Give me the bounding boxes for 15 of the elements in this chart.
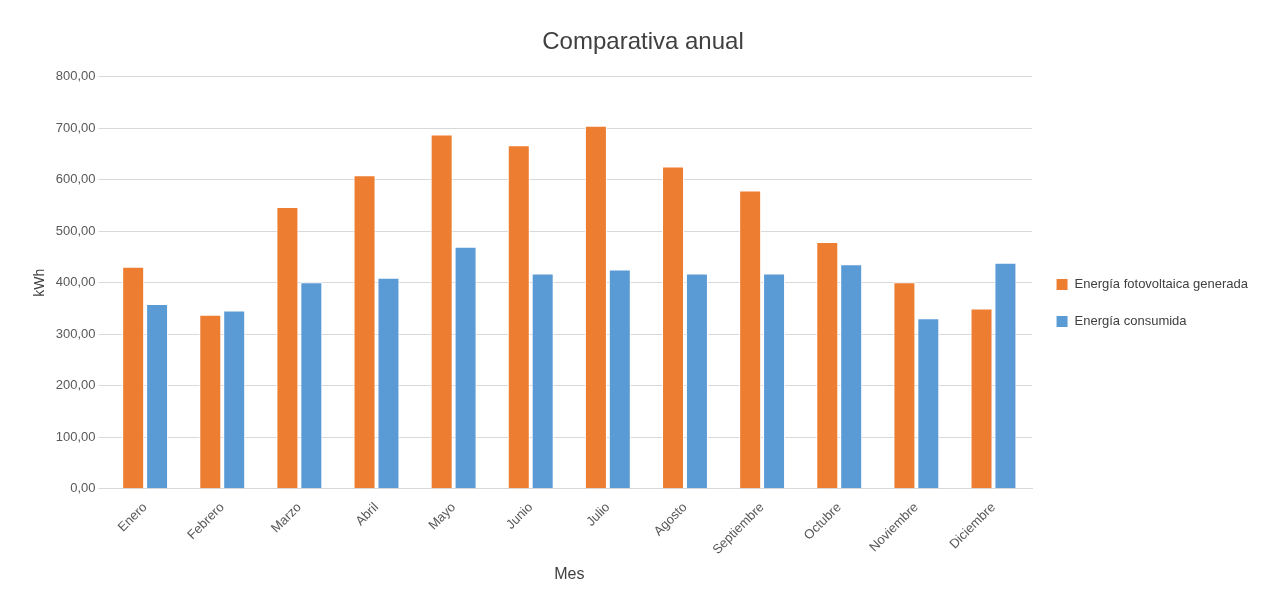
y-tick-label: 800,00 [55,68,96,84]
y-axis-title: kWh [31,268,48,297]
y-tick-label: 700,00 [55,119,96,135]
chart-title: Comparativa anual [542,27,744,55]
legend-label: Energía consumida [1074,313,1188,329]
x-axis-title: Mes [554,564,585,582]
x-tick-label: Julio [582,499,613,529]
y-tick-label: 400,00 [55,274,96,290]
y-tick-label: 600,00 [55,171,96,187]
y-tick-label: 300,00 [55,325,96,341]
legend-label: Energía fotovoltaica generada [1074,276,1249,292]
y-tick-label: 100,00 [55,428,96,444]
y-tick-label: 0,00 [70,480,96,496]
y-tick-label: 500,00 [55,222,96,238]
y-tick-label: 200,00 [55,377,96,393]
